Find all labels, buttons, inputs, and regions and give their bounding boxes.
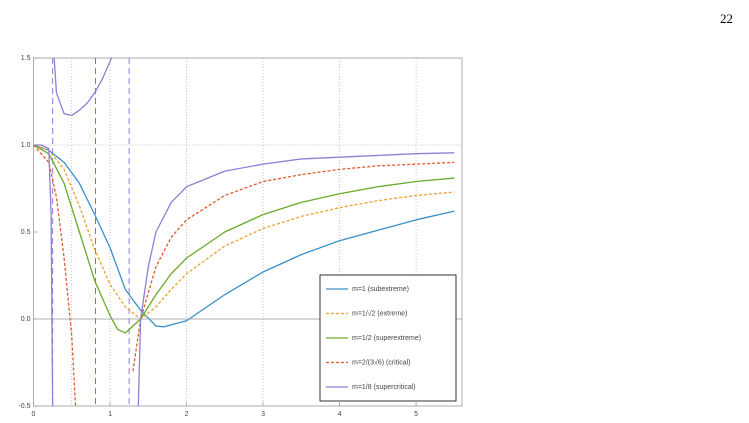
x-tick-label: 1 bbox=[108, 411, 112, 418]
y-tick-label: 0.5 bbox=[21, 229, 31, 236]
x-tick-label: 5 bbox=[414, 411, 418, 418]
legend-label: m=2/(3√6) (critical) bbox=[352, 358, 411, 366]
legend-label: m=1 (subextreme) bbox=[352, 286, 409, 293]
legend-label: m=1/8 (supercritical) bbox=[352, 384, 416, 391]
x-tick-label: 3 bbox=[261, 411, 265, 418]
series-line bbox=[33, 144, 455, 320]
series-line bbox=[33, 144, 455, 328]
y-tick-label: 1.0 bbox=[21, 142, 31, 149]
x-tick-label: 2 bbox=[185, 411, 189, 418]
x-tick-label: 4 bbox=[338, 411, 342, 418]
legend-label: m=1/√2 (extreme) bbox=[352, 309, 407, 317]
series-line bbox=[33, 144, 455, 334]
y-tick-label: 0.0 bbox=[21, 316, 31, 323]
y-tick-label: -0.5 bbox=[18, 403, 30, 410]
x-tick-label: 0 bbox=[32, 411, 36, 418]
plot-area bbox=[33, 58, 462, 406]
series-line bbox=[33, 144, 455, 406]
y-tick-label: 1.5 bbox=[21, 55, 31, 62]
series-line bbox=[33, 58, 455, 406]
page-number: 22 bbox=[720, 11, 733, 26]
legend-label: m=1/2 (superextreme) bbox=[352, 335, 421, 342]
